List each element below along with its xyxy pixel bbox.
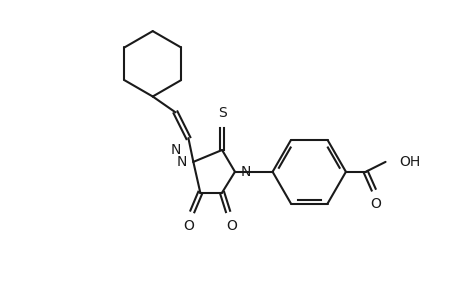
Text: O: O	[183, 219, 193, 233]
Text: N: N	[171, 143, 181, 157]
Text: N: N	[241, 165, 251, 179]
Text: OH: OH	[398, 155, 420, 169]
Text: S: S	[217, 106, 226, 120]
Text: O: O	[369, 196, 380, 211]
Text: N: N	[177, 155, 187, 169]
Text: O: O	[226, 219, 237, 233]
